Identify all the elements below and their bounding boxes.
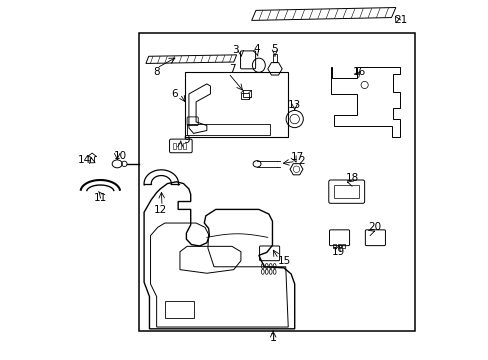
Bar: [173, 143, 176, 149]
Bar: [183, 143, 185, 149]
Bar: [178, 143, 181, 149]
Text: 12: 12: [153, 206, 166, 216]
Text: 15: 15: [277, 256, 290, 266]
Bar: [337, 244, 340, 248]
Bar: [243, 90, 251, 97]
Text: 11: 11: [94, 193, 107, 203]
Text: 7: 7: [228, 64, 235, 74]
Bar: [332, 244, 335, 248]
Text: 14: 14: [78, 155, 91, 165]
Text: 6: 6: [171, 89, 178, 99]
Bar: [333, 185, 359, 198]
Text: 19: 19: [331, 247, 345, 257]
Text: 16: 16: [352, 67, 365, 77]
Text: 5: 5: [271, 44, 278, 54]
Text: 17: 17: [290, 152, 304, 162]
Bar: [241, 93, 248, 99]
Text: 9: 9: [183, 135, 190, 145]
Text: 18: 18: [345, 173, 358, 183]
Text: 4: 4: [253, 44, 260, 54]
Bar: [139, 33, 414, 330]
Bar: [272, 54, 277, 62]
Text: 8: 8: [153, 67, 160, 77]
Text: 2: 2: [297, 156, 304, 166]
Bar: [187, 125, 269, 135]
Bar: [164, 301, 194, 318]
Text: 13: 13: [287, 100, 301, 110]
Text: 20: 20: [367, 222, 380, 231]
Text: 21: 21: [393, 15, 407, 26]
Bar: [342, 244, 345, 248]
Bar: [185, 72, 287, 137]
Text: 1: 1: [269, 333, 276, 343]
Text: 10: 10: [114, 150, 127, 161]
Text: 3: 3: [232, 45, 238, 55]
